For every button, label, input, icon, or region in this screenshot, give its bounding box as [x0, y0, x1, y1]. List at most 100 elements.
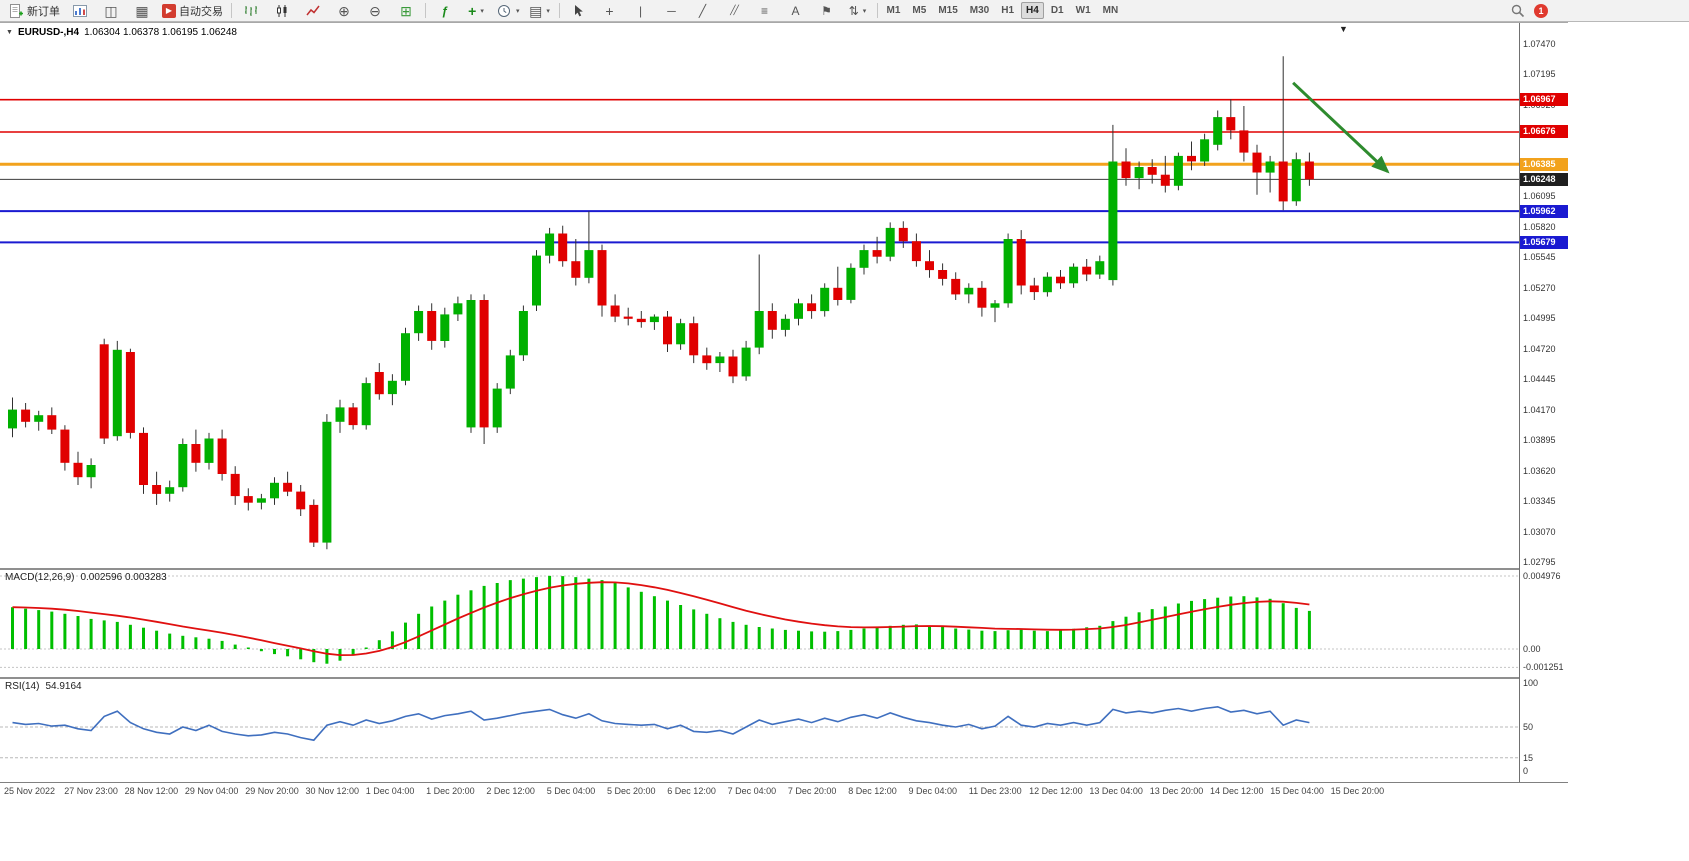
price-tag-resistance-line-lower: 1.06676 — [1520, 125, 1568, 139]
arrows-tool-button[interactable]: ⇅ ▾ — [843, 0, 873, 22]
timeframe-button-d1[interactable]: D1 — [1050, 5, 1064, 16]
bar-chart-mode-button[interactable] — [236, 0, 266, 22]
price-tag-pivot-line-orange: 1.06385 — [1520, 157, 1568, 171]
rsi-axis-label: 100 — [1523, 678, 1539, 688]
time-axis-label: 1 Dec 20:00 — [426, 786, 475, 796]
bar-chart-icon — [245, 5, 257, 16]
main-toolbar: 新订单 ◫ ▦ ▶ 自动交易 — [0, 0, 1689, 22]
price-tag-resistance-line-upper: 1.06967 — [1520, 93, 1568, 107]
timeframe-button-m15[interactable]: M15 — [938, 5, 958, 16]
profiles-icon: ◫ — [104, 2, 118, 19]
timeframe-button-mn[interactable]: MN — [1102, 5, 1119, 16]
zoom-in-icon: ⊕ — [338, 2, 350, 19]
new-order-label: 新订单 — [27, 5, 60, 18]
search-icon[interactable] — [1510, 3, 1526, 19]
horizontal-line-icon: ─ — [667, 3, 676, 18]
notification-badge[interactable]: 1 — [1534, 4, 1548, 18]
pane-divider[interactable] — [0, 677, 1568, 679]
time-axis-label: 2 Dec 12:00 — [486, 786, 535, 796]
indicators-button[interactable]: ƒ — [430, 0, 460, 22]
time-axis-label: 13 Dec 20:00 — [1149, 786, 1204, 796]
price-axis[interactable]: 1.074701.071951.069201.060951.058201.055… — [1519, 23, 1568, 782]
timeframe-button-m30[interactable]: M30 — [969, 5, 990, 16]
price-axis-label: 1.03620 — [1523, 465, 1556, 476]
tile-windows-icon: ⊞ — [400, 2, 412, 19]
line-chart-mode-button[interactable] — [298, 0, 328, 22]
timeframe-button-h1[interactable]: H1 — [1001, 5, 1015, 16]
price-axis-label: 1.04445 — [1523, 374, 1556, 385]
crosshair-icon: + — [605, 2, 614, 19]
macd-axis-label: -0.001251 — [1523, 662, 1564, 673]
timeframe-button-m1[interactable]: M1 — [886, 5, 901, 16]
candlestick-mode-button[interactable] — [267, 0, 297, 22]
toolbar-separator — [425, 3, 426, 18]
price-tag-current-price-line: 1.06248 — [1520, 172, 1568, 186]
zoom-out-button[interactable]: ⊖ — [360, 0, 390, 22]
new-chart-button[interactable] — [65, 0, 95, 22]
macd-pane[interactable] — [0, 570, 1519, 677]
clock-icon — [498, 4, 510, 17]
new-order-button[interactable]: 新订单 — [4, 0, 64, 22]
text-tool-button[interactable]: A — [781, 0, 811, 22]
arrows-tool-icon: ⇅ — [848, 3, 859, 18]
time-axis-label: 30 Nov 12:00 — [305, 786, 360, 796]
one-click-trading-toggle-icon[interactable]: ▼ — [6, 29, 13, 36]
market-watch-button[interactable]: ▦ — [127, 0, 157, 22]
price-tag-support-line-lower: 1.05679 — [1520, 235, 1568, 249]
rsi-line — [12, 705, 1310, 742]
new-order-icon — [10, 3, 23, 18]
auto-trading-button[interactable]: ▶ 自动交易 — [158, 0, 227, 22]
zoom-in-button[interactable]: ⊕ — [329, 0, 359, 22]
time-axis-label: 27 Nov 23:00 — [64, 786, 118, 796]
chart-shift-marker-icon[interactable]: ▼ — [1339, 24, 1348, 34]
crosshair-tool-button[interactable]: + — [595, 0, 625, 22]
price-axis-label: 1.05820 — [1523, 221, 1556, 232]
timeframe-button-m5[interactable]: M5 — [912, 5, 927, 16]
channel-tool-button[interactable]: ╱╱ — [719, 0, 749, 22]
time-axis-label: 28 Nov 12:00 — [124, 786, 179, 796]
market-watch-icon: ▦ — [135, 2, 149, 19]
time-axis-label: 1 Dec 04:00 — [365, 786, 415, 796]
indicators-icon: ƒ — [441, 3, 449, 18]
time-axis-label: 12 Dec 12:00 — [1029, 786, 1083, 796]
vertical-line-icon: | — [638, 3, 643, 18]
trend-annotation-arrow[interactable] — [1292, 81, 1390, 174]
text-tool-icon: A — [791, 3, 800, 18]
label-tool-button[interactable]: ⚑ — [812, 0, 842, 22]
time-axis-label: 7 Dec 04:00 — [727, 786, 777, 796]
periods-button[interactable]: ▾ — [492, 0, 524, 22]
templates-button[interactable]: ▤ ▾ — [525, 0, 555, 22]
rsi-axis-label: 15 — [1523, 752, 1534, 763]
cursor-tool-button[interactable] — [564, 0, 594, 22]
pane-divider[interactable] — [0, 568, 1568, 570]
fibonacci-tool-button[interactable]: ≡ — [750, 0, 780, 22]
macd-title: MACD(12,26,9) — [5, 572, 75, 583]
vertical-line-tool-button[interactable]: | — [626, 0, 656, 22]
timeframe-button-h4[interactable]: H4 — [1021, 2, 1044, 19]
profiles-button[interactable]: ◫ — [96, 0, 126, 22]
tile-windows-button[interactable]: ⊞ — [391, 0, 421, 22]
macd-signal-line — [12, 581, 1310, 657]
trendline-tool-button[interactable]: ╱ — [688, 0, 718, 22]
add-indicator-button[interactable]: + ▾ — [461, 0, 491, 22]
time-axis-label: 5 Dec 04:00 — [546, 786, 596, 796]
rsi-pane[interactable] — [0, 679, 1519, 780]
line-chart-icon — [306, 5, 320, 15]
dropdown-caret-icon: ▾ — [546, 7, 550, 15]
macd-axis-label: 0.00 — [1523, 644, 1541, 654]
main-price-pane[interactable]: ▼ — [0, 23, 1519, 568]
horizontal-level-lines[interactable] — [0, 98, 1519, 244]
chart-window[interactable]: ▼ ▼ EURUSD-,H4 1.06304 1.06378 1.06195 1… — [0, 22, 1568, 801]
templates-icon: ▤ — [529, 2, 543, 19]
price-axis-label: 1.06095 — [1523, 191, 1556, 202]
time-axis[interactable]: 25 Nov 2022 27 Nov 23:00 28 Nov 12:00 29 No… — [0, 782, 1568, 801]
price-axis-label: 1.04170 — [1523, 404, 1556, 415]
time-axis-label: 14 Dec 12:00 — [1210, 786, 1264, 796]
auto-trading-icon: ▶ — [162, 3, 176, 18]
dropdown-caret-icon: ▾ — [480, 7, 484, 15]
timeframe-button-w1[interactable]: W1 — [1075, 5, 1091, 16]
horizontal-line-tool-button[interactable]: ─ — [657, 0, 687, 22]
time-axis-label: 15 Dec 20:00 — [1330, 786, 1385, 796]
price-axis-label: 1.02795 — [1523, 557, 1556, 567]
